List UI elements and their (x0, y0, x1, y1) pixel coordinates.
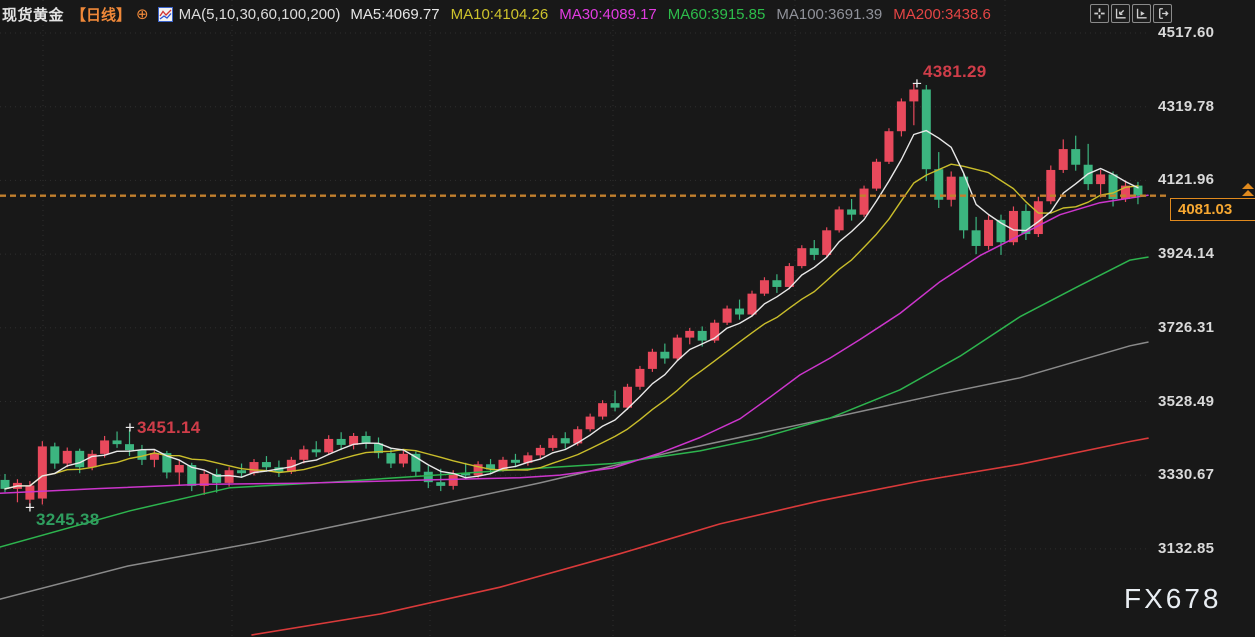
extreme-cross-marker: + (125, 418, 135, 437)
auto-scroll-button[interactable] (1132, 4, 1151, 23)
ma-readout-ma200: MA200:3438.6 (893, 5, 991, 23)
last-price-tag: 4081.03 (1170, 198, 1255, 221)
exit-arrow-icon (1159, 8, 1169, 19)
exit-chart-button[interactable] (1153, 4, 1172, 23)
indicator-chart-icon[interactable] (157, 6, 173, 22)
reset-scale-left-button[interactable] (1111, 4, 1130, 23)
axis-play-icon (1136, 8, 1147, 19)
axis-arrow-left-icon (1115, 8, 1126, 19)
crosshair-icon (1094, 8, 1105, 19)
symbol-title: 现货黄金 (2, 6, 65, 24)
extreme-cross-marker: + (25, 498, 35, 517)
ma-readout-ma100: MA100:3691.39 (776, 5, 883, 23)
chart-header: 现货黄金 【日线】 ⊕ MA(5,10,30,60,100,200) MA5:4… (2, 4, 991, 24)
crosshair-move-button[interactable] (1090, 4, 1109, 23)
watermark: FX678 (1124, 583, 1222, 614)
price-up-arrows-icon (1241, 183, 1255, 198)
ma-readouts: MA5:4069.77 MA10:4104.26 MA30:4089.17 MA60:… (350, 6, 990, 23)
last-price-value: 4081.03 (1178, 201, 1233, 218)
ma-group-label: MA(5,10,30,60,100,200) (178, 5, 341, 23)
extreme-cross-marker: + (912, 74, 922, 93)
chart-toolbar (1090, 4, 1172, 23)
price-annotation: 3245.38 (36, 510, 100, 529)
timeframe-label[interactable]: 【日线】 (71, 6, 132, 24)
ma-readout-ma30: MA30:4089.17 (559, 5, 657, 23)
ma-readout-ma10: MA10:4104.26 (450, 5, 549, 23)
price-annotation: 3451.14 (137, 418, 201, 437)
add-overlay-icon[interactable]: ⊕ (136, 6, 149, 23)
price-annotation: 4381.29 (923, 62, 987, 81)
ma-readout-ma60: MA60:3915.85 (667, 5, 766, 23)
ma-readout-ma5: MA5:4069.77 (350, 5, 440, 23)
